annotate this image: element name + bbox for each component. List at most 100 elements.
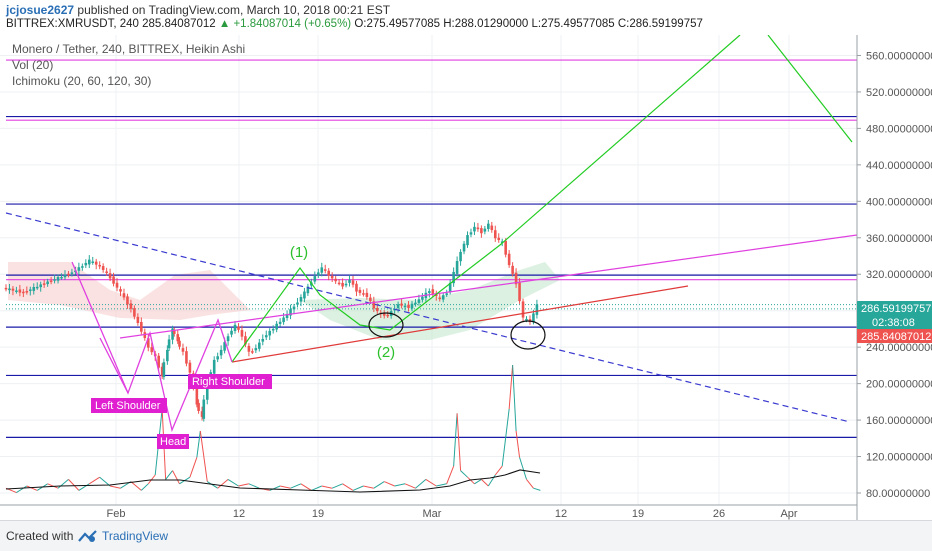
candle-body: [22, 291, 25, 294]
candle-body: [452, 271, 455, 284]
dashed-trendline: [5, 212, 851, 423]
volume-segment: [57, 479, 69, 489]
candle-body: [407, 304, 410, 308]
green-projection-line: [231, 35, 741, 363]
volume-segment: [453, 413, 458, 467]
author-link[interactable]: jcjosue2627: [6, 3, 75, 17]
volume-segment: [394, 483, 406, 487]
candle-body: [160, 366, 164, 377]
price-chart[interactable]: 80.00000000 120.00000000 160.00000000 200.0…: [0, 35, 932, 520]
candle-body: [126, 296, 129, 305]
plot-area[interactable]: [0, 35, 857, 505]
volume-segment: [172, 470, 180, 485]
candle-body: [42, 283, 46, 285]
candle-body: [11, 288, 15, 291]
left-shoulder-label: Left Shoulder: [95, 400, 161, 412]
candle-body: [25, 291, 29, 293]
price-tick-label: 520.00000000: [866, 87, 932, 99]
candle-body: [129, 303, 133, 309]
volume-segment: [519, 457, 527, 480]
candle-body: [230, 330, 233, 335]
candle-body: [67, 273, 70, 276]
volume-segment: [467, 476, 475, 485]
price-tick-label: 480.00000000: [866, 123, 932, 135]
candle-body: [532, 313, 535, 322]
low-value: L:275.49577085: [531, 18, 615, 30]
candle-body: [313, 276, 317, 282]
candle-body: [441, 295, 445, 300]
candle-body: [292, 306, 296, 310]
drawings: [5, 35, 858, 433]
tradingview-link[interactable]: TradingView: [102, 529, 169, 543]
head-label: Head: [160, 436, 186, 448]
volume-segment: [140, 483, 149, 491]
candle-body: [278, 321, 282, 324]
volume-segment: [269, 485, 281, 491]
candle-body: [372, 301, 376, 309]
close-price-badge: [857, 301, 932, 315]
candle-body: [70, 272, 74, 274]
candle-body: [365, 292, 369, 298]
volume-segment: [206, 481, 218, 489]
candle-body: [431, 289, 435, 295]
price-tick-label: 200.00000000: [866, 379, 932, 391]
candle-body: [299, 297, 303, 302]
candle-body: [525, 318, 528, 321]
time-tick-label: 19: [312, 508, 324, 520]
candle-body: [178, 340, 181, 347]
volume-segment: [147, 474, 156, 485]
candle-body: [166, 349, 169, 362]
volume-ma-line: [5, 469, 541, 493]
candle-body: [344, 283, 348, 286]
candle-body: [200, 411, 204, 417]
candle-body: [28, 289, 32, 291]
volume-segment: [404, 483, 416, 489]
candle-body: [341, 282, 344, 287]
candle-body: [507, 253, 511, 266]
legend-volume: Vol (20): [12, 58, 53, 72]
chart-header: jcjosue2627 published on TradingView.com…: [0, 0, 932, 35]
candle-body: [4, 287, 8, 290]
candle-body: [212, 359, 216, 374]
price-axis[interactable]: 80.00000000 120.00000000 160.00000000 200.0…: [857, 50, 932, 500]
time-axis[interactable]: Feb 12 19 Mar 12 19 26 Apr: [107, 508, 798, 520]
head-shoulders-outline: [71, 261, 233, 433]
candle-body: [271, 328, 275, 331]
candle-body: [497, 237, 501, 241]
candle-body: [327, 270, 331, 276]
candle-body: [254, 348, 258, 351]
candle-body: [448, 282, 452, 292]
candle-body: [216, 356, 219, 360]
legend-ichimoku: Ichimoku (20, 60, 120, 30): [12, 74, 151, 88]
volume-segment: [196, 430, 201, 458]
candle-body: [35, 286, 39, 289]
volume-segment: [460, 470, 468, 478]
volume-segment: [26, 485, 38, 491]
candle-body: [136, 316, 140, 324]
volume-segment: [165, 470, 173, 480]
candle-body: [63, 274, 67, 278]
close-value: C:286.59199757: [617, 18, 703, 30]
volume-segment: [130, 481, 142, 491]
candle-body: [480, 228, 483, 234]
volume-segment: [290, 483, 302, 489]
time-tick-label: Mar: [423, 508, 442, 520]
volume-segment: [508, 364, 514, 410]
price-tick-label: 80.00000000: [866, 488, 930, 500]
candle-body: [500, 241, 504, 243]
volume-segment: [311, 485, 322, 491]
volume-segment: [384, 481, 395, 487]
candle-body: [330, 275, 334, 279]
tradingview-logo-icon[interactable]: [78, 529, 98, 543]
candle-body: [351, 280, 355, 285]
left-shoulder-leg: [99, 337, 129, 394]
wave-label-2: (2): [377, 344, 395, 361]
price-tick-label: 240.00000000: [866, 342, 932, 354]
candle-body: [49, 280, 53, 283]
candle-body: [323, 269, 327, 271]
volume-segment: [189, 457, 198, 478]
candle-body: [487, 223, 490, 229]
candle-body: [146, 338, 150, 348]
candle-body: [101, 266, 105, 270]
high-value: H:288.01290000: [443, 18, 529, 30]
